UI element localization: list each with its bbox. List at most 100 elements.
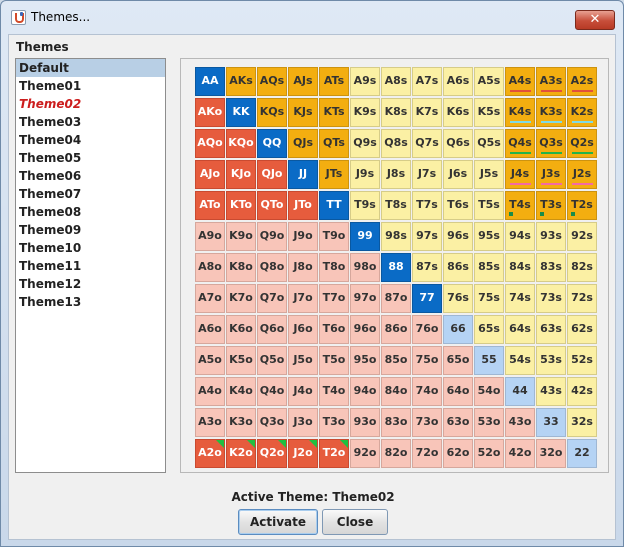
hand-cell[interactable]: 62o: [443, 439, 473, 468]
hand-cell[interactable]: 87s: [412, 253, 442, 282]
hand-cell[interactable]: AJo: [195, 160, 225, 189]
hand-cell[interactable]: T8o: [319, 253, 349, 282]
hand-cell[interactable]: 77: [412, 284, 442, 313]
hand-cell[interactable]: KTs: [319, 98, 349, 127]
close-window-button[interactable]: ✕: [575, 10, 615, 30]
hand-cell[interactable]: 66: [443, 315, 473, 344]
hand-cell[interactable]: 65s: [474, 315, 504, 344]
hand-cell[interactable]: 44: [505, 377, 535, 406]
hand-cell[interactable]: Q4o: [257, 377, 287, 406]
hand-cell[interactable]: 84o: [381, 377, 411, 406]
hand-cell[interactable]: AQo: [195, 129, 225, 158]
hand-cell[interactable]: A6s: [443, 67, 473, 96]
close-button[interactable]: Close: [322, 509, 388, 535]
hand-cell[interactable]: K9o: [226, 222, 256, 251]
hand-cell[interactable]: Q3s: [536, 129, 566, 158]
hand-cell[interactable]: T5s: [474, 191, 504, 220]
hand-cell[interactable]: T6o: [319, 315, 349, 344]
hand-cell[interactable]: T4s: [505, 191, 535, 220]
hand-cell[interactable]: 99: [350, 222, 380, 251]
hand-cell[interactable]: 42o: [505, 439, 535, 468]
hand-cell[interactable]: 82s: [567, 253, 597, 282]
hand-cell[interactable]: AJs: [288, 67, 318, 96]
hand-cell[interactable]: K4o: [226, 377, 256, 406]
hand-cell[interactable]: 86s: [443, 253, 473, 282]
theme-item[interactable]: Theme01: [19, 79, 82, 93]
hand-cell[interactable]: J5o: [288, 346, 318, 375]
hand-cell[interactable]: T7o: [319, 284, 349, 313]
hand-cell[interactable]: 83o: [381, 408, 411, 437]
hand-cell[interactable]: 52s: [567, 346, 597, 375]
hand-cell[interactable]: J4o: [288, 377, 318, 406]
hand-cell[interactable]: K2s: [567, 98, 597, 127]
hand-cell[interactable]: QQ: [257, 129, 287, 158]
hand-cell[interactable]: Q6s: [443, 129, 473, 158]
hand-cell[interactable]: KK: [226, 98, 256, 127]
theme-item[interactable]: Theme05: [19, 151, 82, 165]
hand-cell[interactable]: J8s: [381, 160, 411, 189]
theme-item[interactable]: Theme02: [19, 97, 82, 111]
hand-cell[interactable]: K8o: [226, 253, 256, 282]
hand-cell[interactable]: 64s: [505, 315, 535, 344]
hand-cell[interactable]: AKs: [226, 67, 256, 96]
hand-cell[interactable]: J8o: [288, 253, 318, 282]
hand-cell[interactable]: 97o: [350, 284, 380, 313]
hand-cell[interactable]: 94s: [505, 222, 535, 251]
hand-cell[interactable]: K5s: [474, 98, 504, 127]
hand-cell[interactable]: K4s: [505, 98, 535, 127]
hand-cell[interactable]: T8s: [381, 191, 411, 220]
hand-cell[interactable]: T5o: [319, 346, 349, 375]
hand-cell[interactable]: 96o: [350, 315, 380, 344]
hand-cell[interactable]: 88: [381, 253, 411, 282]
hand-cell[interactable]: 92s: [567, 222, 597, 251]
hand-cell[interactable]: KQo: [226, 129, 256, 158]
hand-cell[interactable]: A3o: [195, 408, 225, 437]
hand-cell[interactable]: Q2s: [567, 129, 597, 158]
theme-item[interactable]: Theme09: [19, 223, 82, 237]
hand-cell[interactable]: T3s: [536, 191, 566, 220]
hand-cell[interactable]: T6s: [443, 191, 473, 220]
title-bar[interactable]: Themes... ✕: [1, 1, 623, 33]
hand-cell[interactable]: 97s: [412, 222, 442, 251]
hand-cell[interactable]: Q5o: [257, 346, 287, 375]
hand-cell[interactable]: T7s: [412, 191, 442, 220]
theme-item[interactable]: Theme07: [19, 187, 82, 201]
hand-cell[interactable]: Q5s: [474, 129, 504, 158]
theme-item[interactable]: Theme03: [19, 115, 82, 129]
hand-cell[interactable]: Q6o: [257, 315, 287, 344]
hand-cell[interactable]: K6o: [226, 315, 256, 344]
hand-cell[interactable]: AQs: [257, 67, 287, 96]
hand-cell[interactable]: A5o: [195, 346, 225, 375]
hand-cell[interactable]: K9s: [350, 98, 380, 127]
hand-cell[interactable]: 74o: [412, 377, 442, 406]
hand-cell[interactable]: J7o: [288, 284, 318, 313]
hand-cell[interactable]: K7o: [226, 284, 256, 313]
hand-cell[interactable]: T2o: [319, 439, 349, 468]
hand-cell[interactable]: 54o: [474, 377, 504, 406]
hand-cell[interactable]: 83s: [536, 253, 566, 282]
hand-cell[interactable]: T4o: [319, 377, 349, 406]
hand-cell[interactable]: TT: [319, 191, 349, 220]
hand-cell[interactable]: J6s: [443, 160, 473, 189]
hand-cell[interactable]: J9o: [288, 222, 318, 251]
hand-cell[interactable]: J4s: [505, 160, 535, 189]
theme-item[interactable]: Theme04: [19, 133, 82, 147]
hand-cell[interactable]: A8s: [381, 67, 411, 96]
hand-cell[interactable]: J3o: [288, 408, 318, 437]
hand-cell[interactable]: J6o: [288, 315, 318, 344]
hand-cell[interactable]: QJo: [257, 160, 287, 189]
hand-cell[interactable]: KQs: [257, 98, 287, 127]
hand-cell[interactable]: K8s: [381, 98, 411, 127]
hand-cell[interactable]: KJo: [226, 160, 256, 189]
hand-cell[interactable]: 33: [536, 408, 566, 437]
hand-cell[interactable]: Q7o: [257, 284, 287, 313]
hand-cell[interactable]: 92o: [350, 439, 380, 468]
hand-cell[interactable]: AA: [195, 67, 225, 96]
hand-cell[interactable]: 87o: [381, 284, 411, 313]
hand-cell[interactable]: 84s: [505, 253, 535, 282]
theme-item[interactable]: Theme10: [19, 241, 82, 255]
hand-cell[interactable]: J5s: [474, 160, 504, 189]
hand-cell[interactable]: 62s: [567, 315, 597, 344]
hand-cell[interactable]: 95s: [474, 222, 504, 251]
theme-item[interactable]: Theme13: [19, 295, 82, 309]
